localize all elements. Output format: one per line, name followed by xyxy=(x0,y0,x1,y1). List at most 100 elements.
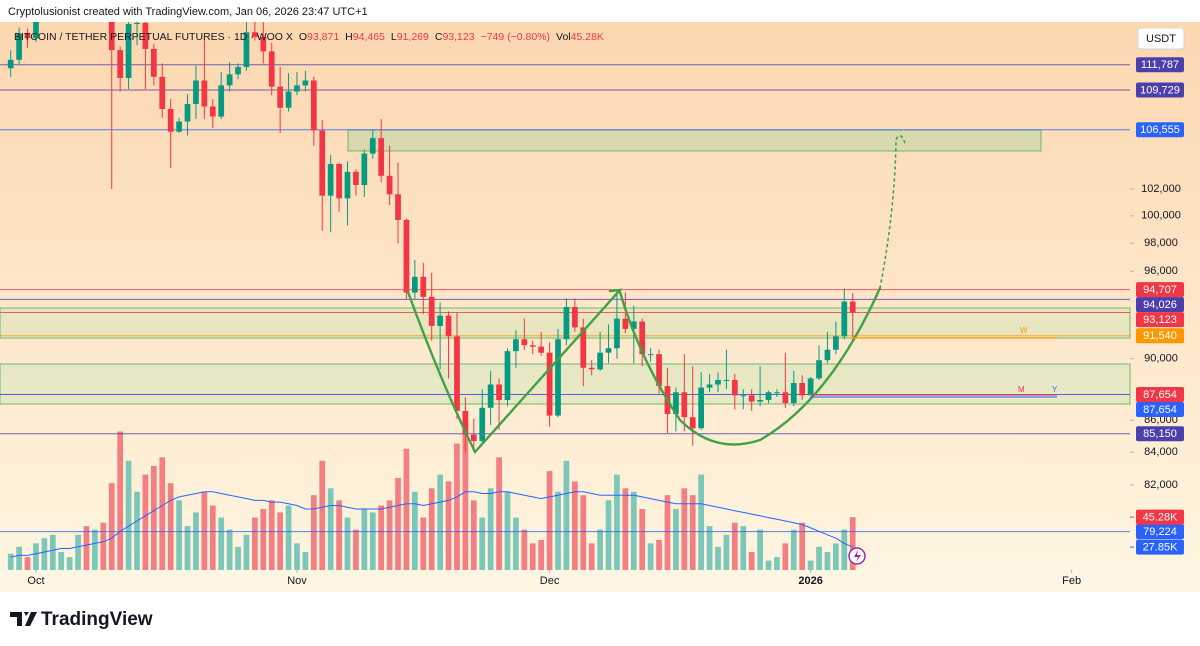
candle-body xyxy=(824,349,831,361)
legend-value: 93,123 xyxy=(442,31,474,43)
x-tick-label: Nov xyxy=(287,575,307,587)
volume-bar xyxy=(656,539,662,570)
candle-body xyxy=(277,86,284,108)
candle-body xyxy=(588,367,595,370)
volume-bar xyxy=(445,481,452,570)
candle-body xyxy=(487,384,494,408)
volume-bar xyxy=(218,517,225,570)
price-label: 111,787 xyxy=(1141,59,1179,71)
volume-bar xyxy=(462,422,469,570)
legend-value: 93,871 xyxy=(307,31,339,43)
volume-bar xyxy=(833,543,839,570)
volume-bar xyxy=(538,539,545,570)
price-label-box xyxy=(1136,426,1184,442)
currency-button[interactable] xyxy=(1137,27,1185,50)
price-label: 79,224 xyxy=(1143,526,1177,538)
candle-body xyxy=(108,22,115,51)
candle-body xyxy=(386,175,393,195)
price-label: 91,540 xyxy=(1143,330,1177,342)
candle-body xyxy=(841,301,848,337)
candle-body xyxy=(833,336,839,350)
x-tick-label: Oct xyxy=(27,575,44,587)
volume-bar xyxy=(782,543,789,570)
volume-bar xyxy=(689,495,696,570)
candle-body xyxy=(176,121,182,132)
volume-bar xyxy=(403,448,410,570)
candle-body xyxy=(134,22,140,24)
volume-bar xyxy=(302,551,309,570)
candle-body xyxy=(7,59,14,69)
volume-bar xyxy=(268,500,275,570)
volume-bar xyxy=(7,553,14,570)
candle-body xyxy=(597,352,603,370)
candle-body xyxy=(513,339,519,352)
volume-bar xyxy=(252,517,258,570)
x-tick-label: Dec xyxy=(540,575,560,587)
volume-bar xyxy=(614,474,620,570)
price-label-box xyxy=(1136,297,1184,313)
candle-body xyxy=(673,392,679,415)
legend-key: L xyxy=(391,31,397,43)
volume-bar xyxy=(605,500,612,570)
volume-bar xyxy=(731,522,738,570)
volume-bar xyxy=(142,474,149,570)
candle-body xyxy=(159,76,166,109)
price-label: 87,654 xyxy=(1143,404,1177,416)
volume-bar xyxy=(816,546,822,570)
price-label-box xyxy=(1136,282,1184,298)
volume-bar xyxy=(437,474,443,570)
candle-body xyxy=(816,360,822,379)
volume-bar xyxy=(125,460,132,570)
volume-bar xyxy=(673,508,679,570)
volume-bar xyxy=(243,534,250,570)
price-label-box xyxy=(1136,82,1184,98)
volume-bar xyxy=(622,488,629,570)
volume-bar xyxy=(201,491,208,570)
volume-bar xyxy=(395,477,401,570)
volume-bar xyxy=(790,529,797,570)
candle-body xyxy=(184,103,191,122)
volume-bar xyxy=(597,529,603,570)
y-tick-label: 86,000 xyxy=(1144,414,1178,426)
candle-body xyxy=(462,410,469,435)
volume-label-box xyxy=(1136,539,1184,555)
brand-mark xyxy=(10,612,37,626)
volume-bar xyxy=(66,557,73,570)
support-zone xyxy=(0,363,1131,405)
price-label: 106,555 xyxy=(1140,124,1180,136)
volume-bar xyxy=(706,526,713,570)
volume-bar xyxy=(361,508,368,570)
candle-body xyxy=(504,351,511,400)
price-label-box xyxy=(1136,57,1184,73)
candle-body xyxy=(445,315,452,337)
volume-bar xyxy=(336,500,342,570)
legend: BITCOIN / TETHER PERPETUAL FUTURES · 1D … xyxy=(14,31,604,43)
volume-bar xyxy=(647,543,654,570)
volume-bar xyxy=(16,546,22,570)
drawings xyxy=(406,134,906,455)
candle-body xyxy=(790,383,797,404)
candle-body xyxy=(252,32,258,37)
candle-body xyxy=(302,80,309,86)
target-zone xyxy=(347,129,1042,152)
candle-body xyxy=(353,171,359,186)
candle-body xyxy=(24,33,31,39)
volume-bar xyxy=(386,500,393,570)
annotation: M xyxy=(1018,385,1025,394)
candle-body xyxy=(731,379,738,396)
volume-bar xyxy=(176,500,182,570)
volume-bar xyxy=(117,431,124,570)
volume-bar xyxy=(92,529,98,570)
credit: Cryptolusionist created with TradingView… xyxy=(8,6,368,18)
volume-bar xyxy=(378,505,385,570)
volume-bar xyxy=(799,522,806,570)
y-tick-label: 98,000 xyxy=(1144,237,1178,249)
volume-bar xyxy=(563,460,570,570)
candle-body xyxy=(395,194,401,220)
volume-bar xyxy=(420,517,427,570)
volume-bar xyxy=(571,481,578,570)
volume-bar xyxy=(496,457,502,570)
candle-body xyxy=(748,395,755,402)
volume-bar xyxy=(184,526,191,570)
candle-body xyxy=(496,384,502,400)
